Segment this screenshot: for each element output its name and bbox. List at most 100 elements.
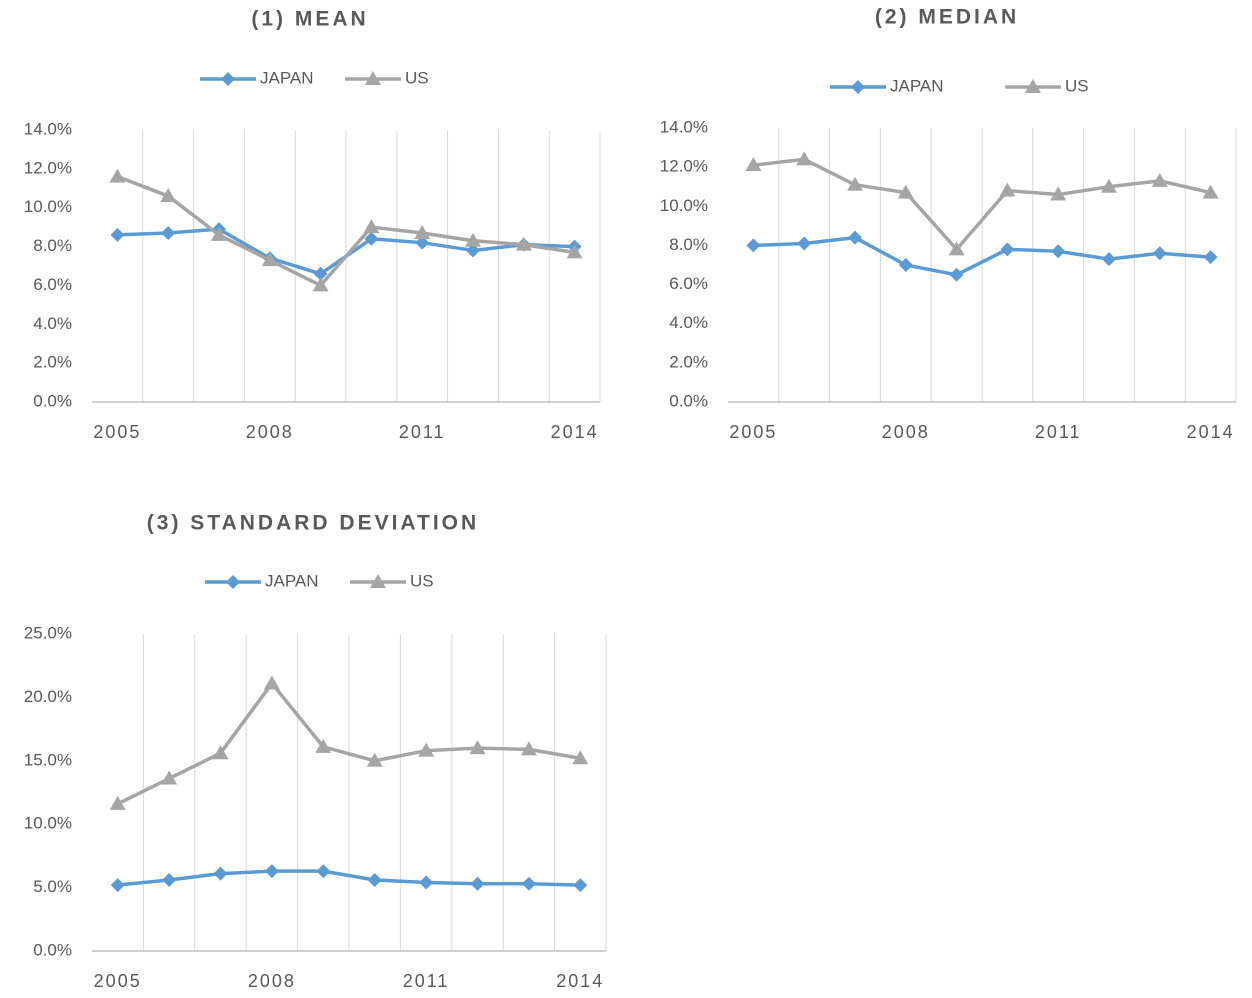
y-tick-label: 10.0%: [24, 197, 72, 216]
marker: [520, 741, 537, 756]
y-tick-label: 10.0%: [24, 814, 72, 833]
chart-title: (2) MEDIAN: [875, 6, 1019, 29]
y-tick-label: 0.0%: [33, 391, 72, 410]
marker: [419, 875, 434, 890]
marker: [1202, 184, 1219, 199]
marker: [312, 277, 329, 292]
x-tick-label: 2011: [403, 971, 450, 991]
y-tick-label: 6.0%: [33, 275, 72, 294]
marker: [1151, 172, 1168, 187]
x-tick-label: 2005: [729, 422, 777, 442]
y-tick-label: 4.0%: [33, 314, 72, 333]
x-tick-label: 2014: [551, 422, 599, 442]
legend-label: JAPAN: [890, 76, 944, 95]
series-line: [753, 235, 1211, 277]
marker: [949, 267, 964, 282]
y-tick-label: 12.0%: [24, 158, 72, 177]
marker: [261, 252, 278, 267]
y-tick-label: 20.0%: [24, 687, 72, 706]
marker: [109, 168, 126, 183]
marker: [848, 230, 862, 245]
marker: [363, 219, 380, 234]
marker: [1152, 246, 1167, 261]
marker: [263, 675, 280, 690]
marker: [213, 866, 228, 881]
x-tick-label: 2005: [93, 422, 141, 442]
y-tick-label: 15.0%: [24, 750, 72, 769]
y-tick-label: 8.0%: [33, 236, 72, 255]
x-tick-label: 2008: [248, 971, 296, 991]
marker: [521, 876, 536, 891]
marker: [226, 575, 240, 589]
x-tick-label: 2014: [556, 971, 604, 991]
marker: [466, 243, 480, 258]
marker: [465, 232, 481, 247]
y-tick-label: 0.0%: [33, 940, 72, 959]
y-tick-label: 6.0%: [669, 274, 708, 293]
x-tick-label: 2011: [1035, 422, 1082, 442]
marker: [746, 238, 761, 253]
marker: [315, 738, 332, 753]
series-line: [116, 681, 581, 806]
marker: [1000, 242, 1015, 257]
marker: [1025, 79, 1041, 93]
marker: [1102, 252, 1116, 267]
marker: [415, 235, 430, 250]
marker: [161, 770, 178, 785]
y-tick-label: 5.0%: [33, 877, 72, 896]
y-tick-label: 0.0%: [669, 391, 708, 410]
y-tick-label: 10.0%: [660, 196, 708, 215]
marker: [109, 795, 126, 810]
y-tick-label: 14.0%: [24, 119, 72, 138]
marker: [212, 745, 229, 760]
marker: [566, 244, 583, 259]
marker: [221, 72, 235, 86]
x-tick-label: 2011: [399, 422, 446, 442]
marker: [1051, 244, 1066, 259]
marker: [745, 157, 762, 172]
chart-title: (1) MEAN: [251, 8, 368, 31]
marker: [264, 864, 279, 879]
marker: [573, 878, 588, 893]
marker: [110, 227, 125, 242]
chart-title: (3) STANDARD DEVIATION: [147, 512, 479, 535]
marker: [370, 574, 386, 588]
marker: [313, 266, 328, 281]
x-tick-label: 2005: [94, 971, 142, 991]
series-line: [753, 157, 1211, 252]
marker: [211, 226, 227, 241]
marker: [515, 236, 532, 251]
marker: [110, 878, 125, 893]
series-line: [117, 869, 581, 887]
marker: [572, 750, 589, 765]
marker: [316, 864, 331, 879]
legend-label: US: [410, 571, 434, 590]
marker: [469, 740, 486, 755]
x-tick-label: 2008: [882, 422, 930, 442]
marker: [162, 872, 177, 887]
marker: [898, 258, 913, 272]
marker: [948, 241, 965, 256]
marker: [160, 188, 177, 203]
marker: [797, 236, 812, 251]
x-tick-label: 2008: [246, 422, 294, 442]
y-tick-label: 4.0%: [669, 313, 708, 332]
y-tick-label: 2.0%: [33, 353, 72, 372]
y-tick-label: 2.0%: [669, 352, 708, 371]
marker: [1203, 250, 1218, 265]
x-tick-label: 2014: [1187, 422, 1235, 442]
marker: [796, 151, 813, 166]
legend-label: JAPAN: [260, 68, 314, 87]
marker: [414, 224, 431, 239]
y-tick-label: 12.0%: [660, 157, 708, 176]
marker: [364, 231, 379, 246]
y-tick-label: 8.0%: [669, 235, 708, 254]
marker: [366, 752, 383, 767]
series-line: [116, 174, 575, 288]
legend-label: US: [1065, 76, 1089, 95]
y-tick-label: 25.0%: [24, 623, 72, 642]
marker: [847, 176, 863, 191]
marker: [1050, 186, 1067, 201]
